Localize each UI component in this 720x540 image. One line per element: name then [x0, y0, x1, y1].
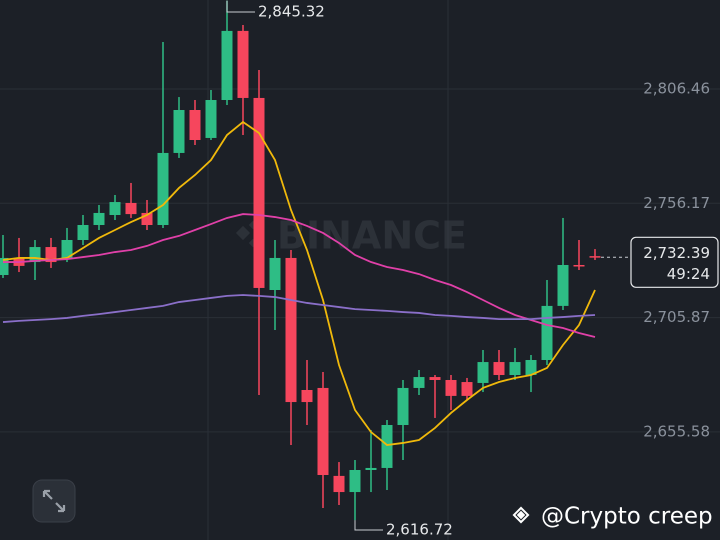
candle-body — [29, 247, 41, 263]
candle-body — [461, 382, 473, 396]
candle-body — [317, 387, 329, 475]
credit-icon — [512, 506, 530, 524]
moving-average-line — [2, 294, 596, 323]
expand-button-bg[interactable] — [32, 479, 76, 523]
low-annotation-line — [354, 520, 383, 531]
expand-icon — [42, 489, 66, 513]
y-tick-label: 2,655.58 — [643, 422, 710, 440]
candle-body — [173, 110, 185, 153]
candle-body — [509, 362, 521, 375]
current-price: 2,732.39 — [643, 244, 710, 262]
countdown: 49:24 — [667, 265, 710, 283]
candle-body — [429, 377, 441, 380]
y-tick-label: 2,705.87 — [643, 308, 710, 326]
candle-body — [269, 257, 281, 290]
candle-body — [109, 202, 121, 215]
candle-body — [253, 97, 265, 288]
candle-body — [493, 362, 505, 375]
current-price-box — [630, 236, 719, 288]
candle-body — [557, 265, 569, 306]
candle-body — [221, 30, 233, 101]
y-tick-label: 2,806.46 — [643, 79, 710, 97]
candle-body — [413, 377, 425, 388]
watermark: BINANCE — [277, 214, 467, 258]
candle-body — [93, 212, 105, 225]
candle-body — [397, 387, 409, 425]
candle-body — [365, 467, 377, 470]
candle-body — [237, 30, 249, 98]
candle-body — [141, 212, 153, 225]
candle-body — [77, 225, 89, 240]
candle-body — [445, 380, 457, 396]
moving-average-line — [2, 120, 596, 446]
candle-body — [45, 247, 57, 263]
moving-average-line — [3, 213, 596, 338]
candle-body — [589, 256, 601, 258]
high-annotation: 2,845.32 — [258, 3, 325, 21]
plot-area: 2,806.46 2,756.17 2,705.87 2,655.58 — [0, 0, 720, 521]
low-annotation: 2,616.72 — [386, 521, 453, 539]
candle-body — [205, 100, 217, 138]
candle-body — [349, 470, 361, 493]
candle-body — [301, 390, 313, 403]
expand-button[interactable] — [32, 479, 76, 523]
candle-body — [381, 425, 393, 468]
candle-body — [61, 240, 73, 258]
y-tick-label: 2,756.17 — [643, 194, 710, 212]
candle-body — [0, 257, 9, 275]
candle-body — [541, 305, 553, 360]
candle-body — [573, 265, 585, 267]
candle-body — [477, 362, 489, 383]
candle-body — [157, 152, 169, 225]
candle-body — [333, 475, 345, 493]
candle-body — [285, 257, 297, 403]
credit: @Crypto creep — [541, 504, 713, 530]
candle-body — [525, 360, 537, 375]
high-annotation-line — [226, 0, 255, 13]
candle-body — [125, 202, 137, 215]
candle-body — [189, 110, 201, 140]
